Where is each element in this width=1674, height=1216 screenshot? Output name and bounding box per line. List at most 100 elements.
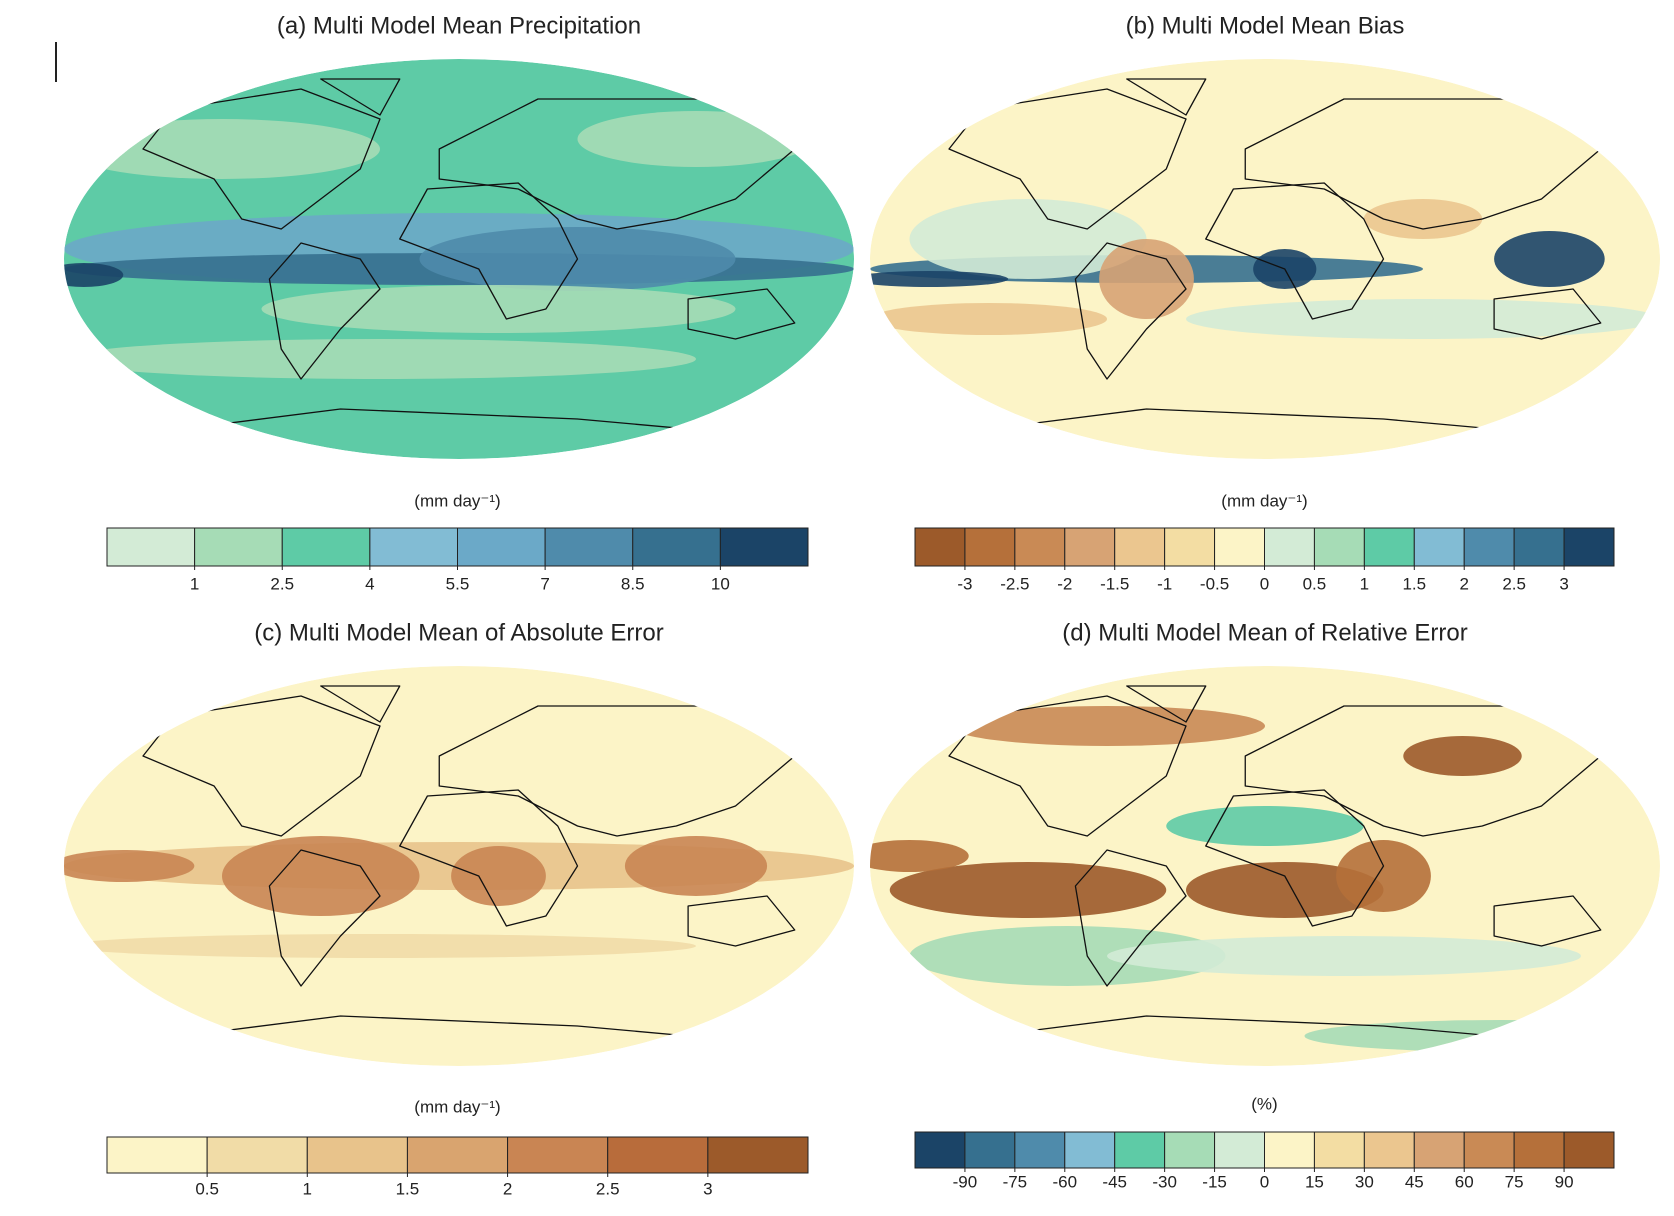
coastline	[949, 89, 1186, 229]
panel: (c) Multi Model Mean of Absolute Error (m…	[64, 619, 854, 1198]
colorbar-tick-label: 0.5	[195, 1179, 219, 1198]
colorbar-swatch	[544, 527, 634, 567]
colorbar-unit: (mm day⁻¹)	[414, 1097, 500, 1116]
coastline	[143, 89, 380, 229]
field-region	[1403, 736, 1522, 776]
field-region	[624, 836, 768, 896]
colorbar-swatch	[1264, 527, 1315, 567]
colorbar-swatch	[1513, 1131, 1565, 1169]
colorbar-tick-label: 7	[540, 574, 549, 593]
coastline	[269, 850, 380, 986]
colorbar-unit: (mm day⁻¹)	[414, 491, 500, 510]
coastline	[1127, 79, 1206, 115]
colorbar-tick-label: -2.5	[1000, 574, 1029, 593]
field-region	[1363, 199, 1483, 239]
map-field	[870, 686, 1660, 1052]
colorbar-tick-label: 1.5	[396, 1179, 420, 1198]
colorbar-swatch	[1313, 1131, 1365, 1169]
colorbar-swatch	[206, 1136, 308, 1174]
colorbar-tick-label: 30	[1355, 1172, 1374, 1191]
coastline	[321, 79, 400, 115]
colorbar-swatch	[106, 1136, 208, 1174]
colorbar-tick-label: 1	[1360, 574, 1369, 593]
coastline	[183, 409, 756, 435]
colorbar-tick-label: 2	[503, 1179, 512, 1198]
coastline	[688, 896, 795, 946]
colorbar-swatch	[1164, 527, 1216, 567]
colorbar-swatch	[1014, 527, 1066, 567]
coastline	[688, 289, 795, 339]
coastline	[1075, 243, 1186, 379]
field-region	[1494, 231, 1605, 287]
colorbar-swatch	[406, 1136, 509, 1174]
colorbar-tick-label: 0.5	[1303, 574, 1327, 593]
panel: (d) Multi Model Mean of Relative Error (%…	[870, 619, 1660, 1191]
colorbar-swatch	[1114, 527, 1166, 567]
colorbar-swatch	[1064, 1131, 1116, 1169]
field-region	[889, 862, 1167, 918]
colorbar-tick-label: 15	[1305, 1172, 1324, 1191]
colorbar-tick-label: 4	[365, 574, 374, 593]
colorbar-unit: (mm day⁻¹)	[1221, 491, 1307, 510]
coastline	[989, 409, 1562, 435]
colorbar-swatch	[1164, 1131, 1216, 1169]
colorbar-tick-label: -30	[1152, 1172, 1177, 1191]
map	[870, 59, 1660, 459]
colorbar-swatch	[914, 527, 966, 567]
field-region	[64, 934, 697, 958]
field-region	[451, 846, 546, 906]
colorbar-swatch	[719, 527, 809, 567]
colorbar-tick-label: -2	[1057, 574, 1072, 593]
coastline	[1494, 896, 1601, 946]
colorbar-tick-label: 3	[1559, 574, 1568, 593]
coastline	[1127, 686, 1206, 722]
panel-title: (d) Multi Model Mean of Relative Error	[1062, 619, 1467, 646]
colorbar-swatch	[1513, 527, 1565, 567]
colorbar-swatch	[1463, 1131, 1515, 1169]
field-region	[64, 119, 380, 179]
field-region	[909, 926, 1226, 986]
colorbar-tick-label: 1	[303, 1179, 312, 1198]
field-region	[64, 339, 697, 379]
colorbar-swatch	[306, 1136, 408, 1174]
field-region	[870, 271, 1009, 287]
colorbar-swatch	[194, 527, 283, 567]
field-region	[64, 263, 124, 287]
map-field	[64, 686, 854, 1042]
colorbar-swatch	[1463, 527, 1515, 567]
colorbar-swatch	[1214, 527, 1265, 567]
field-region	[1336, 840, 1431, 912]
panel-title: (b) Multi Model Mean Bias	[1126, 12, 1405, 39]
colorbar-tick-label: -1	[1157, 574, 1172, 593]
colorbar-swatch	[1563, 1131, 1615, 1169]
colorbar-tick-label: -60	[1052, 1172, 1077, 1191]
colorbar-swatch	[707, 1136, 809, 1174]
field-region	[870, 840, 969, 872]
colorbar-swatch	[281, 527, 371, 567]
colorbar-swatch	[1264, 1131, 1315, 1169]
map	[64, 59, 854, 459]
field-region	[1186, 862, 1384, 918]
colorbar-swatch	[507, 1136, 609, 1174]
field-region	[870, 303, 1107, 335]
colorbar-tick-label: -15	[1202, 1172, 1227, 1191]
colorbar-swatch	[1563, 527, 1615, 567]
coastline	[1245, 706, 1601, 836]
colorbar-swatch	[632, 527, 721, 567]
colorbar-tick-label: 8.5	[621, 574, 645, 593]
colorbar-tick-label: -90	[953, 1172, 978, 1191]
field-region	[1107, 936, 1581, 976]
colorbar-tick-label: 90	[1555, 1172, 1574, 1191]
panel-title: (c) Multi Model Mean of Absolute Error	[254, 619, 664, 646]
colorbar-swatch	[1363, 527, 1415, 567]
colorbar-swatch	[964, 527, 1016, 567]
field-region	[1099, 239, 1194, 319]
colorbar-tick-label: 2.5	[1502, 574, 1526, 593]
colorbar-tick-label: 2	[1459, 574, 1468, 593]
colorbar-tick-label: 45	[1405, 1172, 1424, 1191]
coastline	[269, 243, 380, 379]
coastline	[321, 686, 400, 722]
colorbar-swatch	[607, 1136, 709, 1174]
colorbar-tick-label: 1	[190, 574, 199, 593]
